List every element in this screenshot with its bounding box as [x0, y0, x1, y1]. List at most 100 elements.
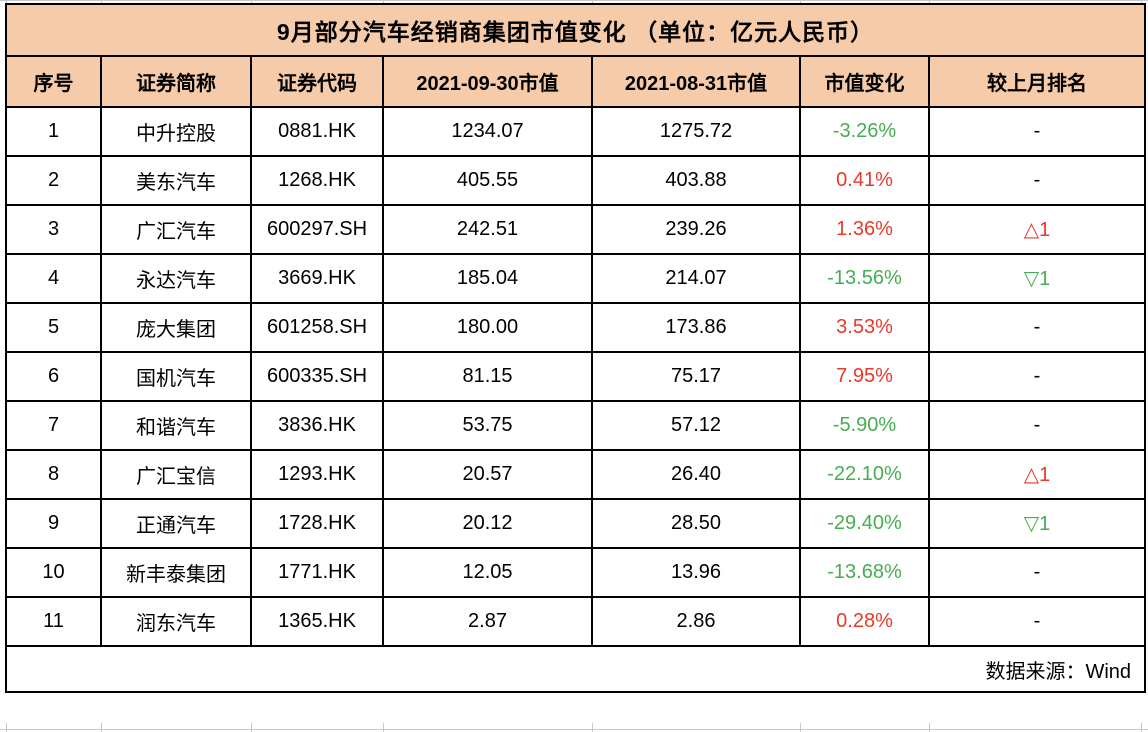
cell-security-code: 1365.HK [250, 596, 384, 647]
cell-index: 4 [5, 253, 102, 304]
col-header-security-name: 证券简称 [100, 55, 252, 108]
cell-change: -22.10% [799, 449, 930, 500]
cell-rank-change: △1 [927, 449, 1147, 500]
table-row: 3 广汇汽车 600297.SH 242.51 239.26 1.36% △1 [5, 204, 1147, 255]
col-header-rank-change: 较上月排名 [927, 55, 1147, 108]
spreadsheet-gridlines-bottom [0, 723, 1148, 732]
gridline [101, 723, 102, 732]
cell-mv-0831: 403.88 [591, 155, 801, 206]
cell-index: 3 [5, 204, 102, 255]
market-cap-table: 9月部分汽车经销商集团市值变化 （单位：亿元人民币） 序号 证券简称 证券代码 … [4, 3, 1147, 693]
cell-rank-change: ▽1 [927, 253, 1147, 304]
cell-security-code: 1771.HK [250, 547, 384, 598]
gridline [101, 1, 102, 4]
table-row: 6 国机汽车 600335.SH 81.15 75.17 7.95% - [5, 351, 1147, 402]
cell-security-name: 广汇宝信 [100, 449, 252, 500]
cell-mv-0930: 20.12 [382, 498, 593, 549]
gridline [800, 723, 801, 732]
cell-mv-0831: 75.17 [591, 351, 801, 402]
col-header-security-code: 证券代码 [250, 55, 384, 108]
cell-rank-change: - [927, 547, 1147, 598]
cell-index: 9 [5, 498, 102, 549]
table-footer-row: 数据来源：Wind [4, 645, 1147, 693]
table-title: 9月部分汽车经销商集团市值变化 （单位：亿元人民币） [4, 3, 1147, 57]
table-row: 9 正通汽车 1728.HK 20.12 28.50 -29.40% ▽1 [5, 498, 1147, 549]
cell-mv-0831: 13.96 [591, 547, 801, 598]
cell-mv-0831: 214.07 [591, 253, 801, 304]
gridline [800, 1, 801, 4]
cell-rank-change: △1 [927, 204, 1147, 255]
col-header-mv-0831: 2021-08-31市值 [591, 55, 801, 108]
table-header-row: 序号 证券简称 证券代码 2021-09-30市值 2021-08-31市值 市… [5, 55, 1147, 108]
cell-security-code: 600297.SH [250, 204, 384, 255]
table-row: 7 和谐汽车 3836.HK 53.75 57.12 -5.90% - [5, 400, 1147, 451]
cell-mv-0930: 242.51 [382, 204, 593, 255]
cell-change: -3.26% [799, 106, 930, 157]
cell-rank-change: - [927, 400, 1147, 451]
cell-security-code: 3669.HK [250, 253, 384, 304]
cell-change: -13.56% [799, 253, 930, 304]
data-source-label: 数据来源：Wind [4, 645, 1147, 693]
cell-rank-change: - [927, 155, 1147, 206]
gridline [6, 1, 7, 4]
cell-index: 8 [5, 449, 102, 500]
table-row: 11 润东汽车 1365.HK 2.87 2.86 0.28% - [5, 596, 1147, 647]
table-row: 4 永达汽车 3669.HK 185.04 214.07 -13.56% ▽1 [5, 253, 1147, 304]
cell-change: 0.41% [799, 155, 930, 206]
cell-mv-0930: 81.15 [382, 351, 593, 402]
gridline [1141, 1, 1142, 4]
cell-index: 7 [5, 400, 102, 451]
cell-mv-0831: 57.12 [591, 400, 801, 451]
cell-mv-0831: 173.86 [591, 302, 801, 353]
cell-index: 10 [5, 547, 102, 598]
cell-change: -29.40% [799, 498, 930, 549]
gridline [592, 723, 593, 732]
cell-rank-change: - [927, 106, 1147, 157]
cell-security-code: 600335.SH [250, 351, 384, 402]
cell-security-code: 1728.HK [250, 498, 384, 549]
cell-mv-0930: 180.00 [382, 302, 593, 353]
table-row: 5 庞大集团 601258.SH 180.00 173.86 3.53% - [5, 302, 1147, 353]
gridline [383, 723, 384, 732]
table-row: 8 广汇宝信 1293.HK 20.57 26.40 -22.10% △1 [5, 449, 1147, 500]
cell-mv-0831: 2.86 [591, 596, 801, 647]
cell-index: 2 [5, 155, 102, 206]
table-row: 1 中升控股 0881.HK 1234.07 1275.72 -3.26% - [5, 106, 1147, 157]
cell-mv-0831: 239.26 [591, 204, 801, 255]
cell-mv-0831: 28.50 [591, 498, 801, 549]
cell-mv-0930: 53.75 [382, 400, 593, 451]
cell-security-code: 0881.HK [250, 106, 384, 157]
cell-change: 3.53% [799, 302, 930, 353]
cell-rank-change: ▽1 [927, 498, 1147, 549]
gridline [929, 1, 930, 4]
gridline [251, 1, 252, 4]
cell-index: 5 [5, 302, 102, 353]
cell-security-code: 1268.HK [250, 155, 384, 206]
gridline [251, 723, 252, 732]
cell-change: -13.68% [799, 547, 930, 598]
cell-security-name: 正通汽车 [100, 498, 252, 549]
cell-mv-0930: 12.05 [382, 547, 593, 598]
cell-rank-change: - [927, 351, 1147, 402]
gridline [6, 723, 7, 732]
cell-security-name: 润东汽车 [100, 596, 252, 647]
cell-security-name: 和谐汽车 [100, 400, 252, 451]
cell-mv-0930: 2.87 [382, 596, 593, 647]
table-title-row: 9月部分汽车经销商集团市值变化 （单位：亿元人民币） [4, 3, 1147, 57]
cell-rank-change: - [927, 596, 1147, 647]
cell-index: 6 [5, 351, 102, 402]
cell-change: 1.36% [799, 204, 930, 255]
cell-security-name: 国机汽车 [100, 351, 252, 402]
cell-security-name: 庞大集团 [100, 302, 252, 353]
gridline [929, 723, 930, 732]
col-header-change: 市值变化 [799, 55, 930, 108]
cell-security-code: 1293.HK [250, 449, 384, 500]
cell-mv-0930: 20.57 [382, 449, 593, 500]
gridline [383, 1, 384, 4]
cell-change: 7.95% [799, 351, 930, 402]
cell-rank-change: - [927, 302, 1147, 353]
cell-mv-0831: 26.40 [591, 449, 801, 500]
cell-change: -5.90% [799, 400, 930, 451]
cell-security-name: 永达汽车 [100, 253, 252, 304]
spreadsheet-gridlines-top [0, 0, 1148, 4]
